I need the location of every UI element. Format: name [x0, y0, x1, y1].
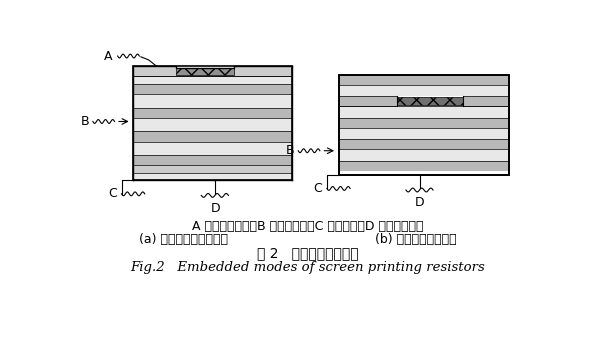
Bar [133, 155, 292, 165]
Bar [133, 66, 292, 76]
Bar [133, 118, 292, 131]
Bar [133, 84, 292, 94]
Bar [338, 149, 509, 161]
Bar [176, 68, 234, 75]
Bar [133, 173, 292, 180]
Bar [338, 85, 509, 96]
Text: C: C [108, 187, 117, 200]
Bar [133, 66, 292, 76]
Bar [176, 66, 234, 74]
Bar [397, 96, 463, 106]
Bar [133, 66, 176, 76]
Bar [338, 139, 509, 149]
Bar [133, 66, 176, 76]
Text: D: D [211, 201, 220, 215]
Bar [338, 96, 509, 106]
Bar [338, 118, 509, 128]
Text: 图 2   网印电阻内埋方式: 图 2 网印电阻内埋方式 [257, 246, 358, 260]
Bar [338, 75, 509, 85]
Text: (a) 外层电路板内埋电阻: (a) 外层电路板内埋电阻 [139, 233, 228, 246]
Bar [234, 66, 292, 76]
Text: A: A [104, 50, 112, 62]
Bar [133, 131, 292, 141]
Bar [338, 106, 509, 118]
Bar [133, 108, 292, 118]
Bar [338, 96, 509, 106]
Bar [133, 165, 292, 173]
Bar [338, 128, 509, 139]
Bar [133, 94, 292, 108]
Bar [133, 76, 292, 84]
Text: B: B [286, 144, 295, 157]
Bar [338, 75, 509, 175]
Text: Fig.2   Embedded modes of screen printing resistors: Fig.2 Embedded modes of screen printing … [130, 261, 485, 274]
Bar [133, 66, 292, 180]
Text: D: D [415, 196, 425, 209]
Text: A 为阻焊油墨层；B 为网印电阻；C 为介质层；D 为铜面图形层: A 为阻焊油墨层；B 为网印电阻；C 为介质层；D 为铜面图形层 [192, 220, 423, 233]
Bar [133, 66, 292, 76]
Bar [397, 97, 463, 105]
Bar [133, 141, 292, 155]
Bar [234, 66, 292, 76]
Text: (b) 内层板芯内埋电阻: (b) 内层板芯内埋电阻 [375, 233, 457, 246]
Bar [338, 75, 509, 175]
Bar [338, 161, 509, 171]
Text: C: C [313, 182, 322, 195]
Bar [338, 96, 509, 106]
Text: B: B [80, 115, 89, 128]
